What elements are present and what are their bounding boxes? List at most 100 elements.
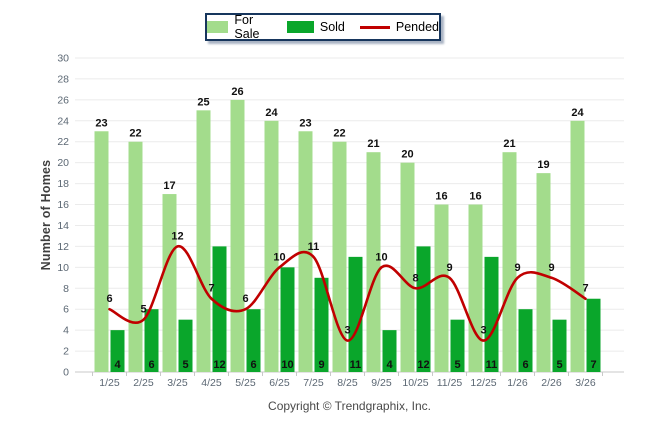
x-tick-label-1/26: 1/26	[507, 377, 528, 389]
label-pended-8/25: 3	[344, 325, 350, 337]
x-tick-label-3/26: 3/26	[575, 377, 596, 389]
label-pended-3/25: 12	[171, 230, 183, 242]
label-pended-11/25: 9	[446, 262, 452, 274]
label-for-sale-1/25: 23	[95, 117, 107, 129]
x-tick-label-3/25: 3/25	[167, 377, 188, 389]
label-sold-1/25: 4	[114, 359, 121, 371]
label-pended-12/25: 3	[480, 325, 486, 337]
bar-for-sale-8/25	[332, 141, 347, 372]
label-for-sale-1/26: 21	[503, 138, 515, 150]
bar-for-sale-9/25	[366, 152, 381, 372]
y-tick-label-26: 26	[57, 94, 69, 106]
bar-for-sale-6/25	[264, 120, 279, 372]
y-tick-label-30: 30	[57, 53, 69, 65]
bar-for-sale-2/26	[536, 173, 551, 372]
bar-sold-3/25	[178, 319, 193, 372]
bar-for-sale-1/26	[502, 152, 517, 372]
x-tick-label-11/25: 11/25	[437, 377, 463, 389]
label-pended-3/26: 7	[582, 283, 588, 295]
label-sold-7/25: 9	[318, 359, 324, 371]
x-tick-label-2/26: 2/26	[541, 377, 562, 389]
y-tick-label-24: 24	[57, 115, 69, 127]
y-tick-label-22: 22	[57, 136, 69, 148]
bar-sold-12/25	[484, 256, 499, 372]
label-for-sale-7/25: 23	[299, 117, 311, 129]
label-pended-7/25: 11	[308, 241, 320, 253]
label-for-sale-6/25: 24	[265, 107, 278, 119]
bar-sold-2/26	[552, 319, 567, 372]
y-axis-title: Number of Homes	[39, 159, 53, 271]
copyright-text: Copyright © Trendgraphix, Inc.	[268, 399, 431, 413]
legend-item-pended: Pended	[359, 20, 439, 34]
legend-swatch-1	[286, 21, 314, 33]
y-tick-label-2: 2	[63, 346, 69, 358]
bar-for-sale-4/25	[196, 110, 211, 372]
x-tick-label-4/25: 4/25	[201, 377, 222, 389]
y-tick-label-10: 10	[57, 262, 69, 274]
y-tick-label-16: 16	[57, 199, 69, 211]
label-sold-4/25: 12	[213, 359, 225, 371]
label-pended-6/25: 10	[273, 251, 285, 263]
bar-sold-10/25	[416, 246, 431, 372]
label-pended-5/25: 6	[242, 293, 248, 305]
x-tick-label-9/25: 9/25	[371, 377, 392, 389]
label-pended-1/26: 9	[514, 262, 520, 274]
bar-for-sale-1/25	[94, 131, 109, 372]
y-tick-label-0: 0	[63, 367, 69, 379]
label-for-sale-8/25: 22	[333, 128, 345, 140]
label-sold-5/25: 6	[250, 359, 256, 371]
label-for-sale-10/25: 20	[401, 149, 413, 161]
bar-sold-11/25	[450, 319, 465, 372]
label-sold-1/26: 6	[522, 359, 528, 371]
label-sold-11/25: 5	[454, 359, 460, 371]
label-for-sale-4/25: 25	[197, 96, 209, 108]
bar-for-sale-3/25	[162, 194, 177, 372]
y-tick-label-4: 4	[63, 325, 69, 337]
label-for-sale-3/25: 17	[163, 180, 175, 192]
x-tick-label-10/25: 10/25	[402, 377, 428, 389]
bar-sold-6/25	[280, 267, 295, 372]
label-for-sale-2/26: 19	[537, 159, 549, 171]
label-for-sale-2/25: 22	[129, 128, 141, 140]
x-tick-label-1/25: 1/25	[99, 377, 120, 389]
legend-label: For Sale	[234, 13, 260, 41]
bar-for-sale-2/25	[128, 141, 143, 372]
y-tick-label-14: 14	[57, 220, 69, 232]
label-sold-12/25: 11	[486, 359, 498, 371]
label-for-sale-11/25: 16	[435, 191, 447, 203]
x-tick-label-8/25: 8/25	[337, 377, 358, 389]
y-tick-label-28: 28	[57, 73, 69, 85]
label-sold-9/25: 4	[386, 359, 393, 371]
bar-sold-7/25	[314, 277, 329, 372]
legend-item-for-sale: For Sale	[207, 13, 272, 41]
bar-sold-9/25	[382, 330, 397, 372]
label-for-sale-9/25: 21	[367, 138, 379, 150]
x-tick-label-5/25: 5/25	[235, 377, 256, 389]
legend-swatch-0	[207, 21, 229, 33]
bar-sold-5/25	[246, 309, 261, 372]
label-for-sale-12/25: 16	[469, 191, 481, 203]
y-tick-label-12: 12	[57, 241, 69, 253]
legend-label: Sold	[319, 20, 345, 34]
x-tick-label-12/25: 12/25	[470, 377, 496, 389]
bar-for-sale-10/25	[400, 162, 415, 372]
bar-sold-3/26	[586, 298, 601, 372]
bar-sold-2/25	[144, 309, 159, 372]
label-pended-4/25: 7	[208, 283, 214, 295]
bar-sold-8/25	[348, 256, 363, 372]
label-pended-9/25: 10	[375, 251, 387, 263]
label-for-sale-3/26: 24	[571, 107, 584, 119]
label-sold-3/25: 5	[182, 359, 188, 371]
bar-sold-1/26	[518, 309, 533, 372]
y-tick-label-8: 8	[63, 283, 69, 295]
label-for-sale-5/25: 26	[231, 86, 243, 98]
legend-item-sold: Sold	[286, 20, 345, 34]
y-tick-label-18: 18	[57, 178, 69, 190]
label-sold-10/25: 12	[417, 359, 429, 371]
bar-sold-1/25	[110, 330, 125, 372]
label-pended-2/25: 5	[140, 304, 146, 316]
label-sold-2/26: 5	[556, 359, 562, 371]
y-tick-label-20: 20	[57, 157, 69, 169]
